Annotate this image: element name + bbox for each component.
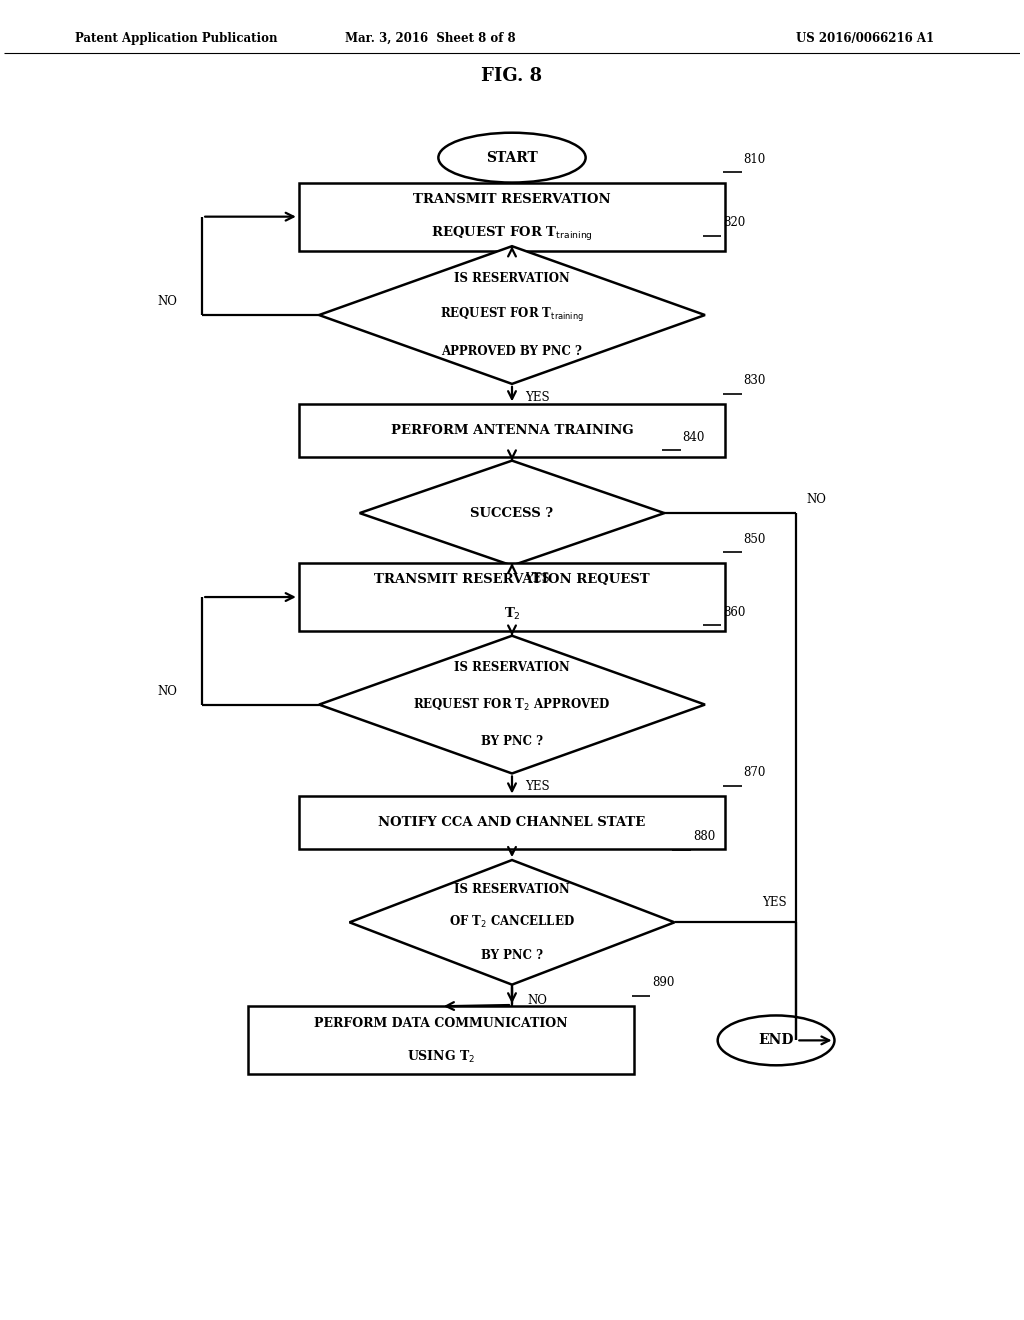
Polygon shape xyxy=(359,461,665,565)
Text: START: START xyxy=(486,150,538,165)
Text: 890: 890 xyxy=(652,977,675,989)
Text: NO: NO xyxy=(157,296,177,309)
Text: 870: 870 xyxy=(743,767,766,779)
Polygon shape xyxy=(319,246,705,384)
Text: FIG. 8: FIG. 8 xyxy=(481,67,543,86)
Text: IS RESERVATION: IS RESERVATION xyxy=(454,272,570,285)
Text: PERFORM ANTENNA TRAINING: PERFORM ANTENNA TRAINING xyxy=(391,424,633,437)
Text: TRANSMIT RESERVATION: TRANSMIT RESERVATION xyxy=(414,193,610,206)
Text: 820: 820 xyxy=(723,216,745,230)
Text: IS RESERVATION: IS RESERVATION xyxy=(454,883,570,896)
Text: 840: 840 xyxy=(683,430,705,444)
Text: BY PNC ?: BY PNC ? xyxy=(481,949,543,962)
Text: USING T$_2$: USING T$_2$ xyxy=(407,1049,475,1065)
Text: NOTIFY CCA AND CHANNEL STATE: NOTIFY CCA AND CHANNEL STATE xyxy=(379,816,645,829)
Text: 880: 880 xyxy=(693,830,715,843)
Text: IS RESERVATION: IS RESERVATION xyxy=(454,661,570,675)
Text: YES: YES xyxy=(525,391,550,404)
Text: YES: YES xyxy=(525,780,550,793)
Text: PERFORM DATA COMMUNICATION: PERFORM DATA COMMUNICATION xyxy=(314,1016,567,1030)
Text: T$_2$: T$_2$ xyxy=(504,606,520,622)
Text: REQUEST FOR T$_{\mathrm{training}}$: REQUEST FOR T$_{\mathrm{training}}$ xyxy=(431,224,593,243)
Text: APPROVED BY PNC ?: APPROVED BY PNC ? xyxy=(441,346,583,358)
Text: 850: 850 xyxy=(743,533,766,546)
Text: OF T$_2$ CANCELLED: OF T$_2$ CANCELLED xyxy=(449,915,575,931)
Text: US 2016/0066216 A1: US 2016/0066216 A1 xyxy=(797,32,935,45)
FancyBboxPatch shape xyxy=(299,404,725,457)
Text: END: END xyxy=(759,1034,794,1047)
FancyBboxPatch shape xyxy=(299,182,725,251)
Polygon shape xyxy=(349,861,675,985)
Text: Mar. 3, 2016  Sheet 8 of 8: Mar. 3, 2016 Sheet 8 of 8 xyxy=(345,32,516,45)
Text: 810: 810 xyxy=(743,153,766,165)
Text: REQUEST FOR T$_{\mathrm{training}}$: REQUEST FOR T$_{\mathrm{training}}$ xyxy=(440,306,584,323)
FancyBboxPatch shape xyxy=(299,796,725,849)
FancyBboxPatch shape xyxy=(299,562,725,631)
Polygon shape xyxy=(319,636,705,774)
FancyBboxPatch shape xyxy=(248,1006,634,1074)
Ellipse shape xyxy=(438,133,586,182)
Text: 830: 830 xyxy=(743,374,766,387)
Text: NO: NO xyxy=(157,685,177,698)
Text: TRANSMIT RESERVATION REQUEST: TRANSMIT RESERVATION REQUEST xyxy=(374,573,650,586)
Text: NO: NO xyxy=(527,994,548,1007)
Text: BY PNC ?: BY PNC ? xyxy=(481,735,543,748)
Text: 860: 860 xyxy=(723,606,745,619)
Text: SUCCESS ?: SUCCESS ? xyxy=(470,507,554,520)
Text: NO: NO xyxy=(807,494,826,507)
Text: YES: YES xyxy=(762,896,786,909)
Ellipse shape xyxy=(718,1015,835,1065)
Text: YES: YES xyxy=(525,572,550,585)
Text: REQUEST FOR T$_2$ APPROVED: REQUEST FOR T$_2$ APPROVED xyxy=(414,697,610,713)
Text: Patent Application Publication: Patent Application Publication xyxy=(75,32,278,45)
